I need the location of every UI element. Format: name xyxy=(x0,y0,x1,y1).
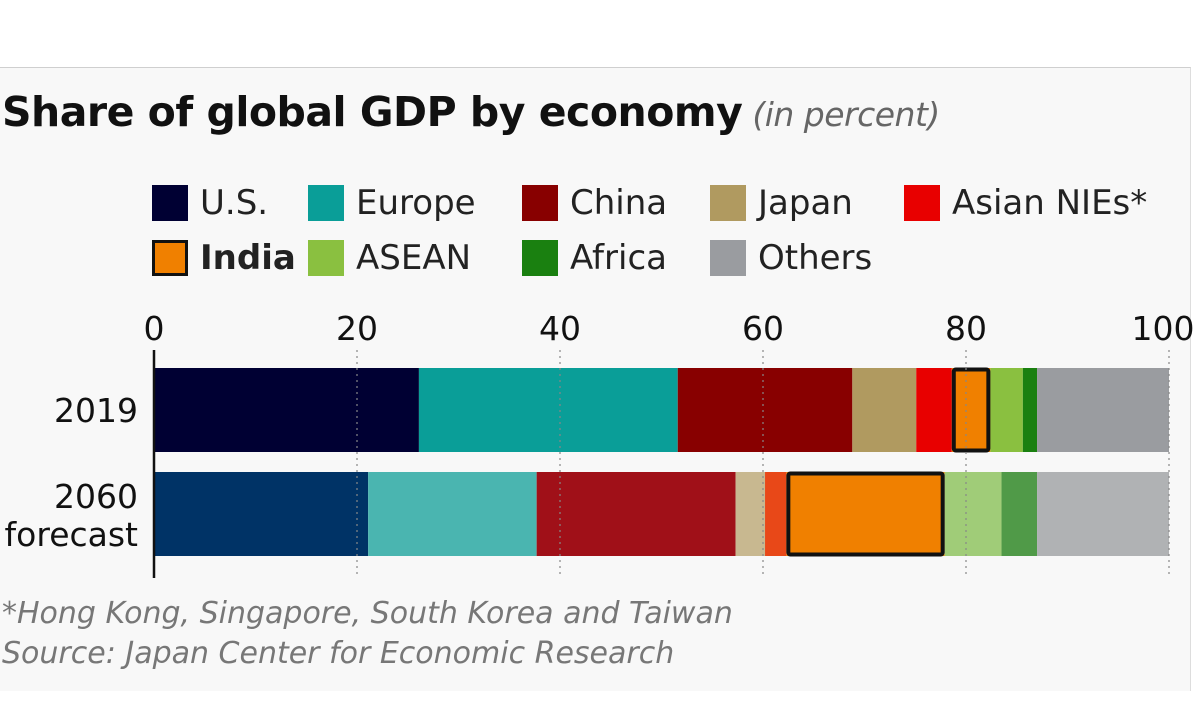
x-tick-label: 100 xyxy=(1132,309,1195,348)
category-label: 2019 xyxy=(54,391,138,430)
x-tick-label: 0 xyxy=(144,309,165,348)
title-text: Share of global GDP by economy xyxy=(2,88,743,136)
bar-segment xyxy=(765,472,787,556)
legend-swatch xyxy=(152,240,188,276)
x-tick-label: 20 xyxy=(336,309,378,348)
legend-item: U.S. xyxy=(152,183,268,223)
legend-item: India xyxy=(152,238,296,278)
x-tick-label: 60 xyxy=(742,309,784,348)
legend-label: Asian NIEs* xyxy=(952,183,1148,223)
legend-item: Japan xyxy=(710,183,853,223)
bar-segment xyxy=(735,472,766,556)
legend-item: ASEAN xyxy=(308,238,471,278)
highlight-outline xyxy=(951,367,991,453)
legend-swatch xyxy=(522,185,558,221)
legend-item: Europe xyxy=(308,183,476,223)
highlight-outline xyxy=(786,471,945,557)
legend-label: U.S. xyxy=(200,183,269,223)
legend-label: Japan xyxy=(758,183,853,223)
legend-label: China xyxy=(570,183,668,223)
bar-segment xyxy=(944,472,1002,556)
legend-item: China xyxy=(522,183,667,223)
legend-label: ASEAN xyxy=(356,238,472,278)
bar-segment xyxy=(1001,472,1038,556)
legend-item: Africa xyxy=(522,238,667,278)
bar-segment xyxy=(951,368,991,452)
category-label: 2060 forecast xyxy=(5,477,139,554)
bar-segment xyxy=(1037,472,1169,556)
bar-segment xyxy=(916,368,952,452)
x-tick-label: 40 xyxy=(539,309,581,348)
bar-segment xyxy=(536,472,736,556)
legend-label: India xyxy=(200,238,296,278)
legend-swatch xyxy=(522,240,558,276)
legend-swatch xyxy=(152,185,188,221)
bar-segment xyxy=(1037,368,1169,452)
bar-segment xyxy=(852,368,917,452)
legend-label: Africa xyxy=(570,238,667,278)
x-tick-label: 80 xyxy=(945,309,987,348)
chart-subtitle: (in percent) xyxy=(752,95,940,134)
chart-title: Share of global GDP by economy (in percen… xyxy=(2,88,940,136)
bar-segment xyxy=(154,368,419,452)
bar-segment xyxy=(990,368,1023,452)
legend-label: Europe xyxy=(356,183,476,223)
footnote: *Hong Kong, Singapore, South Korea and T… xyxy=(2,596,733,631)
legend-item: Asian NIEs* xyxy=(904,183,1147,223)
bar-segment xyxy=(677,368,853,452)
legend-swatch xyxy=(308,240,344,276)
source-note: Source: Japan Center for Economic Resear… xyxy=(2,636,675,671)
legend-swatch xyxy=(308,185,344,221)
bar-segment xyxy=(154,472,369,556)
legend-swatch xyxy=(710,185,746,221)
bar-segment xyxy=(368,472,537,556)
legend-item: Others xyxy=(710,238,872,278)
legend-swatch xyxy=(710,240,746,276)
bar-segment xyxy=(786,472,945,556)
bar-segment xyxy=(1022,368,1038,452)
legend-label: Others xyxy=(758,238,873,278)
bar-segment xyxy=(418,368,678,452)
legend-swatch xyxy=(904,185,940,221)
